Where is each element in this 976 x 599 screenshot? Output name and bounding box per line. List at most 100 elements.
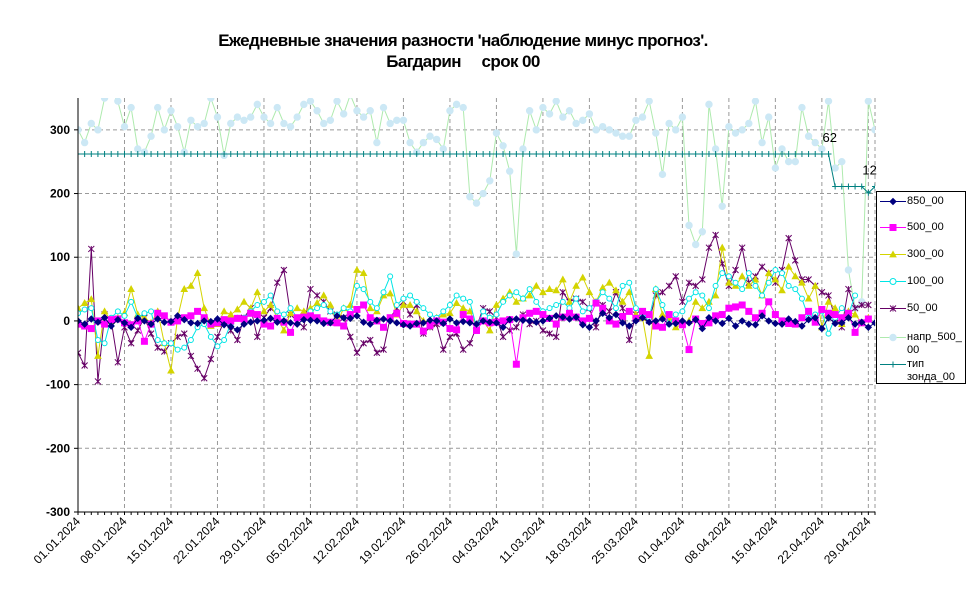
data-point	[626, 279, 633, 286]
data-point	[864, 98, 873, 105]
x-tick-label: 11.03.2024	[496, 514, 548, 566]
data-point	[686, 151, 693, 158]
data-point	[161, 151, 168, 158]
data-point	[718, 319, 726, 328]
x-tick-label: 01.04.2024	[635, 514, 688, 567]
data-point	[267, 322, 275, 330]
data-point	[114, 98, 122, 105]
data-point	[406, 322, 414, 330]
data-point	[407, 292, 414, 299]
data-point	[845, 183, 852, 190]
data-point	[333, 312, 341, 320]
x-tick-label: 04.03.2024	[449, 514, 502, 567]
data-point	[619, 312, 627, 320]
data-point	[80, 320, 89, 328]
data-point	[399, 321, 408, 329]
x-tick-label: 12.02.2024	[310, 514, 363, 567]
data-point	[652, 151, 659, 158]
legend-symbol	[890, 361, 896, 368]
data-point	[625, 322, 633, 330]
data-point	[865, 189, 872, 196]
y-tick-label: 0	[63, 314, 70, 328]
y-tick-label: 100	[50, 250, 70, 264]
chart-legend: 850_00 500_00 300_00 100_00 50_00 напр_5…	[876, 191, 966, 384]
data-point	[811, 281, 820, 289]
data-point	[233, 113, 242, 121]
data-point	[100, 307, 109, 315]
data-point	[765, 151, 772, 158]
data-point	[194, 365, 201, 373]
data-point	[148, 308, 155, 315]
data-point	[128, 298, 135, 305]
data-point	[193, 269, 202, 277]
data-point	[127, 103, 135, 112]
data-point	[632, 305, 639, 312]
data-point	[293, 304, 302, 312]
data-point	[499, 142, 507, 150]
data-point	[533, 298, 540, 305]
data-point	[88, 151, 95, 158]
data-point	[154, 337, 161, 344]
data-point	[771, 311, 779, 319]
data-point	[181, 344, 188, 351]
data-point	[751, 321, 760, 329]
data-point	[267, 292, 274, 299]
data-point	[333, 98, 341, 105]
data-point	[625, 307, 633, 315]
data-point	[154, 103, 162, 112]
data-point	[752, 282, 759, 289]
data-point	[319, 291, 328, 299]
data-point	[711, 317, 720, 325]
x-tick-label: 25.03.2024	[589, 514, 642, 567]
data-point	[512, 360, 520, 368]
data-point	[618, 319, 627, 327]
data-point	[652, 286, 659, 293]
data-point	[805, 307, 813, 315]
data-point	[698, 324, 707, 333]
data-point	[705, 305, 712, 312]
series-тип-зонда_00	[78, 151, 875, 196]
data-point	[160, 318, 169, 326]
data-point	[353, 282, 360, 289]
data-point	[114, 308, 121, 315]
data-point	[200, 119, 208, 128]
data-point	[805, 151, 812, 158]
data-point	[100, 314, 109, 322]
data-point	[432, 135, 441, 144]
data-point	[380, 151, 387, 158]
data-point	[433, 151, 440, 158]
data-point	[546, 330, 553, 338]
data-point	[625, 132, 633, 140]
data-point	[432, 317, 441, 325]
data-point	[512, 323, 520, 331]
data-point	[78, 151, 81, 158]
data-point	[672, 151, 679, 158]
data-point	[838, 183, 845, 190]
data-point	[173, 312, 182, 320]
data-point	[599, 151, 606, 158]
data-point	[367, 151, 374, 158]
plot-background	[78, 98, 875, 512]
data-point	[552, 312, 560, 320]
data-point	[719, 270, 726, 277]
data-point	[838, 319, 846, 327]
data-point	[798, 278, 806, 286]
data-point	[784, 315, 793, 323]
legend-label-100: 100_00	[907, 275, 944, 287]
data-point	[685, 279, 693, 287]
data-point	[645, 98, 653, 105]
data-point	[466, 298, 473, 305]
data-point	[87, 245, 95, 253]
data-point	[379, 315, 388, 323]
data-point	[492, 319, 501, 327]
data-point	[745, 270, 752, 277]
data-point	[253, 333, 261, 341]
data-point	[387, 273, 394, 280]
data-point	[260, 307, 268, 315]
data-point	[499, 323, 507, 331]
legend-label-50: 50_00	[907, 302, 938, 314]
data-point	[672, 311, 679, 318]
data-point	[818, 324, 826, 333]
data-point	[187, 352, 195, 360]
data-point	[439, 346, 447, 353]
